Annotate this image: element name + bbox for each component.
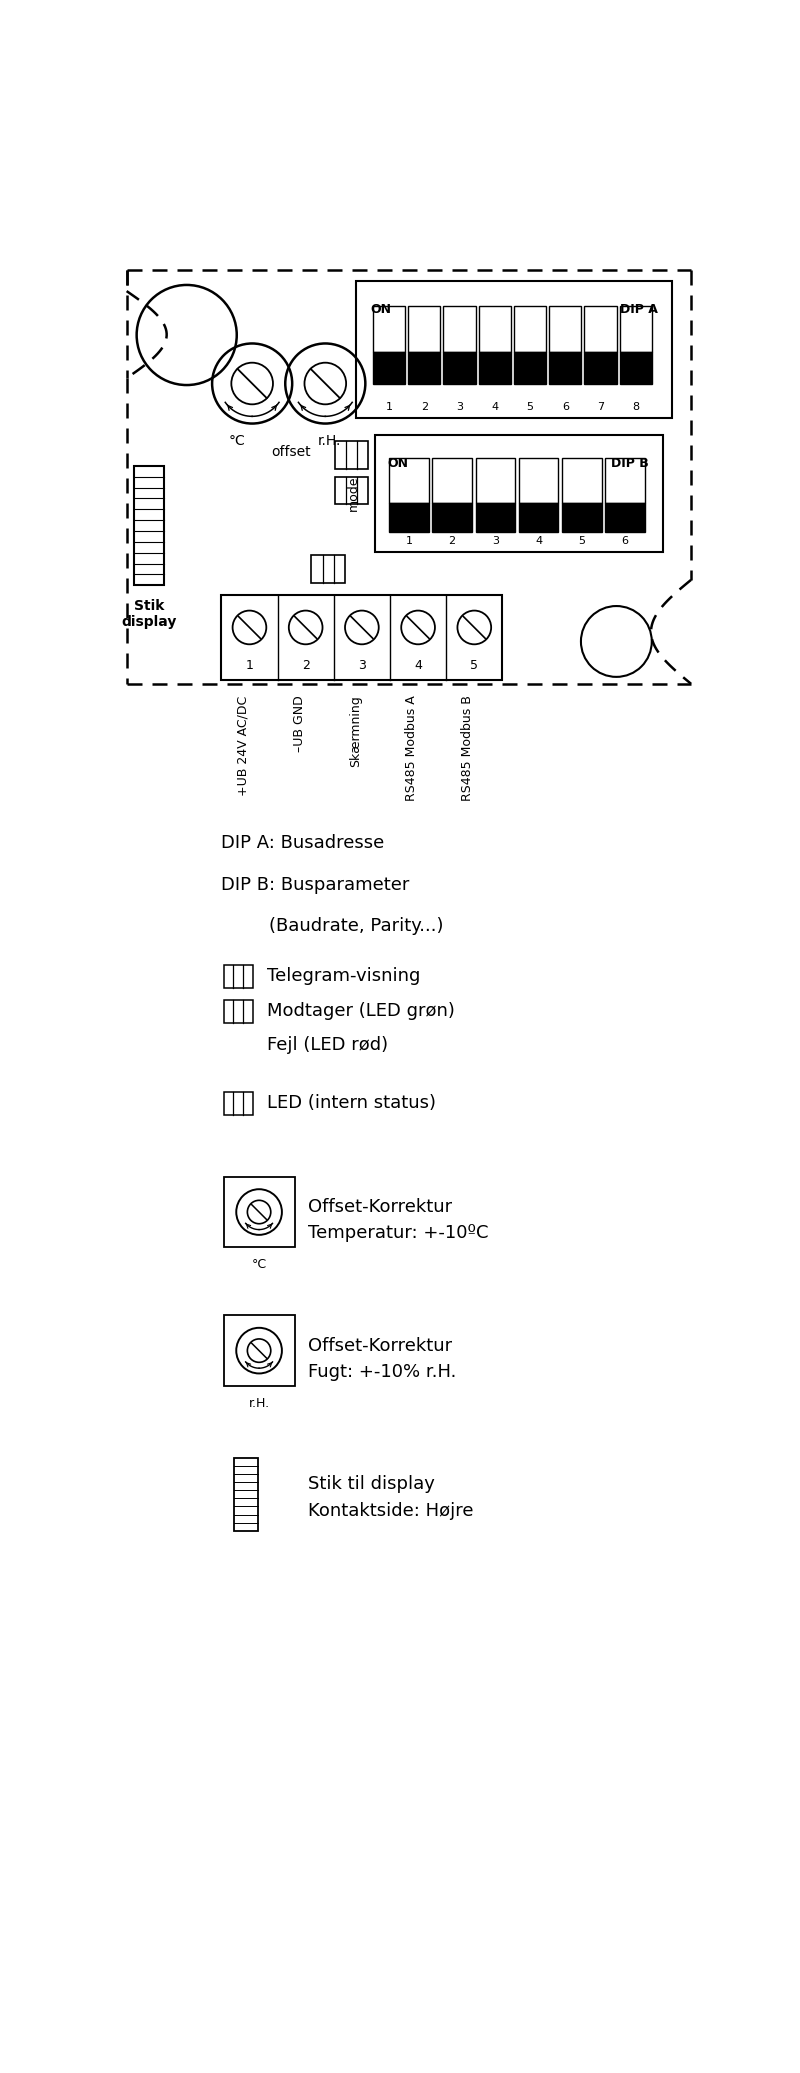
Bar bbox=[390, 504, 429, 533]
Text: 6: 6 bbox=[622, 537, 629, 545]
Bar bbox=[408, 352, 441, 384]
Bar bbox=[433, 504, 472, 533]
Bar bbox=[514, 305, 546, 352]
Bar bbox=[224, 999, 253, 1022]
Bar bbox=[373, 305, 405, 352]
Text: Stik: Stik bbox=[134, 599, 164, 614]
Bar bbox=[606, 458, 645, 504]
Bar bbox=[476, 504, 515, 533]
Text: 2: 2 bbox=[302, 659, 310, 672]
Text: DIP B: DIP B bbox=[611, 456, 649, 471]
Text: DIP A: DIP A bbox=[620, 303, 658, 315]
Bar bbox=[478, 352, 511, 384]
Bar bbox=[234, 1457, 258, 1530]
Bar bbox=[356, 282, 672, 419]
Text: 3: 3 bbox=[492, 537, 499, 545]
Text: RS485 Modbus A: RS485 Modbus A bbox=[405, 694, 418, 800]
Text: Temperatur: +-10ºC: Temperatur: +-10ºC bbox=[308, 1225, 489, 1242]
Bar bbox=[519, 458, 558, 504]
Bar bbox=[620, 352, 652, 384]
Text: Skærmning: Skærmning bbox=[349, 694, 362, 767]
Text: °C: °C bbox=[228, 433, 245, 448]
Text: DIP B: Busparameter: DIP B: Busparameter bbox=[222, 877, 410, 893]
Text: 5: 5 bbox=[470, 659, 478, 672]
Text: LED (intern status): LED (intern status) bbox=[266, 1095, 436, 1113]
Text: 1: 1 bbox=[386, 402, 393, 413]
Bar bbox=[514, 352, 546, 384]
Text: +UB 24V AC/DC: +UB 24V AC/DC bbox=[237, 694, 250, 796]
Bar bbox=[585, 305, 617, 352]
Text: mode: mode bbox=[347, 477, 360, 512]
Text: 7: 7 bbox=[597, 402, 604, 413]
Text: r.H.: r.H. bbox=[249, 1397, 270, 1410]
Text: 8: 8 bbox=[632, 402, 639, 413]
Text: RS485 Modbus B: RS485 Modbus B bbox=[462, 694, 474, 802]
Text: Offset-Korrektur: Offset-Korrektur bbox=[308, 1198, 453, 1217]
Bar bbox=[224, 1177, 294, 1248]
Bar bbox=[334, 477, 369, 504]
Bar bbox=[549, 305, 582, 352]
Text: Fejl (LED rød): Fejl (LED rød) bbox=[266, 1036, 388, 1053]
Text: offset: offset bbox=[271, 446, 310, 458]
Bar bbox=[443, 352, 476, 384]
Text: ON: ON bbox=[387, 456, 408, 471]
Text: r.H.: r.H. bbox=[318, 433, 341, 448]
Text: 3: 3 bbox=[358, 659, 366, 672]
Text: Stik til display: Stik til display bbox=[308, 1476, 435, 1493]
Text: 4: 4 bbox=[414, 659, 422, 672]
Text: Kontaktside: Højre: Kontaktside: Højre bbox=[308, 1501, 474, 1520]
Text: 6: 6 bbox=[562, 402, 569, 413]
Text: 1: 1 bbox=[406, 537, 413, 545]
Bar bbox=[224, 964, 253, 989]
Text: (Baudrate, Parity...): (Baudrate, Parity...) bbox=[269, 916, 443, 935]
Bar bbox=[222, 595, 502, 680]
Bar bbox=[476, 458, 515, 504]
Text: Telegram-visning: Telegram-visning bbox=[266, 968, 420, 985]
Text: °C: °C bbox=[251, 1258, 266, 1271]
Text: 1: 1 bbox=[246, 659, 254, 672]
Text: 2: 2 bbox=[449, 537, 456, 545]
Bar bbox=[408, 305, 441, 352]
Bar bbox=[443, 305, 476, 352]
Text: 3: 3 bbox=[456, 402, 463, 413]
Text: 5: 5 bbox=[526, 402, 534, 413]
Bar bbox=[549, 352, 582, 384]
Text: Fugt: +-10% r.H.: Fugt: +-10% r.H. bbox=[308, 1362, 457, 1381]
Bar bbox=[373, 352, 405, 384]
Text: ON: ON bbox=[370, 303, 391, 315]
Text: Modtager (LED grøn): Modtager (LED grøn) bbox=[266, 1001, 454, 1020]
Bar bbox=[562, 458, 602, 504]
Text: –UB GND: –UB GND bbox=[293, 694, 306, 752]
Bar bbox=[375, 435, 662, 551]
Text: 4: 4 bbox=[491, 402, 498, 413]
Bar bbox=[562, 504, 602, 533]
Bar bbox=[334, 442, 369, 468]
Text: 4: 4 bbox=[535, 537, 542, 545]
Text: 2: 2 bbox=[421, 402, 428, 413]
Bar bbox=[134, 466, 163, 585]
Bar bbox=[224, 1314, 294, 1387]
Bar bbox=[478, 305, 511, 352]
Bar bbox=[585, 352, 617, 384]
Text: display: display bbox=[122, 614, 177, 628]
Bar bbox=[620, 305, 652, 352]
Bar bbox=[224, 1092, 253, 1115]
Bar bbox=[433, 458, 472, 504]
Text: Offset-Korrektur: Offset-Korrektur bbox=[308, 1337, 453, 1356]
Text: DIP A: Busadresse: DIP A: Busadresse bbox=[222, 833, 385, 852]
Bar bbox=[606, 504, 645, 533]
Bar bbox=[390, 458, 429, 504]
Bar bbox=[519, 504, 558, 533]
Text: 5: 5 bbox=[578, 537, 586, 545]
Bar bbox=[311, 556, 346, 583]
